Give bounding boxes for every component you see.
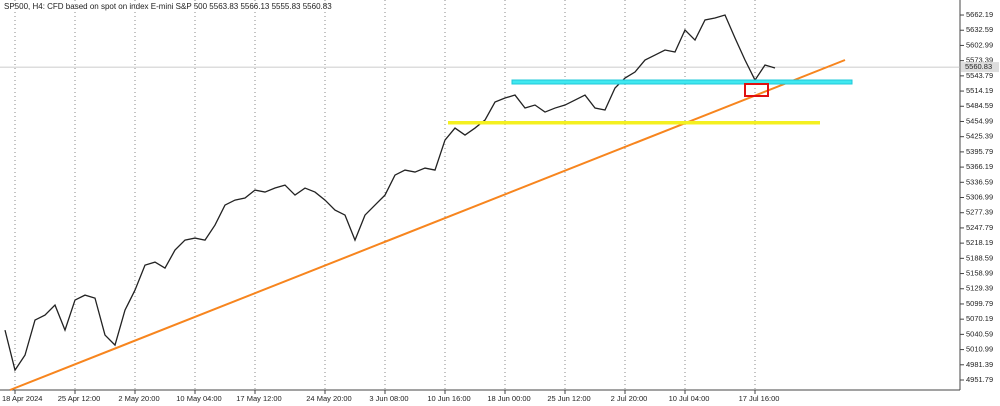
y-tick-label: 5632.59 — [966, 25, 993, 34]
y-tick-label: 5188.59 — [966, 253, 993, 262]
x-tick-label: 25 Jun 12:00 — [547, 394, 590, 403]
y-tick-label: 5306.99 — [966, 192, 993, 201]
x-tick-label: 18 Jun 00:00 — [487, 394, 530, 403]
y-tick-label: 5040.59 — [966, 329, 993, 338]
price-label-box — [961, 62, 999, 73]
x-tick-label: 25 Apr 12:00 — [58, 394, 101, 403]
y-tick-label: 5336.59 — [966, 177, 993, 186]
y-tick-label: 5099.79 — [966, 299, 993, 308]
x-tick-label: 18 Apr 2024 — [2, 394, 42, 403]
trend-line — [9, 59, 846, 391]
y-tick-label: 5010.99 — [966, 345, 993, 354]
chart-title: SP500, H4: CFD based on spot on index E-… — [4, 2, 332, 11]
y-tick-label: 5425.39 — [966, 132, 993, 141]
x-tick-label: 24 May 20:00 — [306, 394, 351, 403]
y-tick-label: 5543.79 — [966, 71, 993, 80]
y-tick-label: 5129.39 — [966, 284, 993, 293]
x-tick-label: 2 May 20:00 — [118, 394, 159, 403]
x-tick-label: 10 Jul 04:00 — [669, 394, 710, 403]
y-tick-label: 5573.39 — [966, 56, 993, 65]
y-tick-label: 5454.99 — [966, 116, 993, 125]
highlight-box — [744, 83, 769, 97]
support-zone — [448, 121, 820, 125]
y-tick-label: 5602.99 — [966, 40, 993, 49]
y-tick-label: 4981.39 — [966, 360, 993, 369]
y-tick-label: 5662.19 — [966, 10, 993, 19]
x-tick-label: 17 Jul 16:00 — [739, 394, 780, 403]
x-tick-label: 10 Jun 16:00 — [427, 394, 470, 403]
x-tick-label: 17 May 12:00 — [236, 394, 281, 403]
resistance-zone — [511, 79, 853, 85]
y-tick-label: 5514.19 — [966, 86, 993, 95]
x-tick-label: 2 Jul 20:00 — [611, 394, 648, 403]
y-tick-label: 5158.99 — [966, 269, 993, 278]
x-tick-label: 10 May 04:00 — [176, 394, 221, 403]
price-line-series — [4, 14, 776, 372]
x-tick-label: 3 Jun 08:00 — [369, 394, 408, 403]
y-tick-label: 5395.79 — [966, 147, 993, 156]
y-tick-label: 5247.79 — [966, 223, 993, 232]
y-tick-label: 5070.19 — [966, 314, 993, 323]
y-tick-label: 5218.19 — [966, 238, 993, 247]
y-tick-label: 5484.59 — [966, 101, 993, 110]
price-label: 5560.83 — [965, 62, 992, 71]
y-tick-label: 5366.19 — [966, 162, 993, 171]
y-tick-label: 4951.79 — [966, 375, 993, 384]
y-tick-label: 5277.39 — [966, 208, 993, 217]
